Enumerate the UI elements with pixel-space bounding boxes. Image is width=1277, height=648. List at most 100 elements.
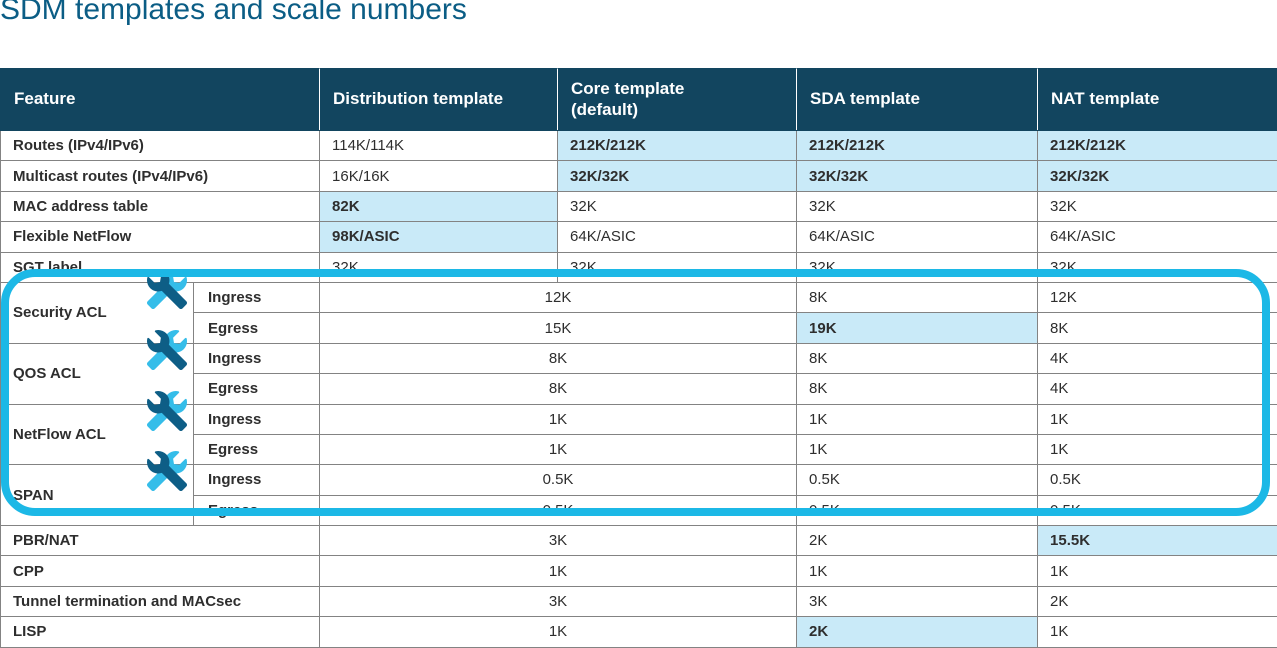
qos-acl-ingress-label: Ingress — [192, 342, 321, 375]
tunnel-distcore-cell: 3K — [319, 585, 798, 618]
mac-dist-cell: 82K — [319, 190, 559, 223]
table-row-multicast-routes: Multicast routes (IPv4/IPv6) 16K/16K 32K… — [0, 160, 1277, 192]
routes-dist-cell: 114K/114K — [319, 129, 559, 162]
qos-acl-ingress-sda-cell: 8K — [796, 342, 1039, 375]
span-ingress-distcore-cell: 0.5K — [319, 464, 798, 496]
sdm-scale-table: Feature Distribution template Core templ… — [0, 68, 1277, 648]
netflow-acl-egress-nat-cell: 1K — [1037, 433, 1277, 466]
table-row-tunnel-macsec: Tunnel termination and MACsec 3K 3K 2K — [0, 585, 1277, 618]
span-egress-sda-cell: 0.5K — [796, 494, 1039, 527]
span-egress-distcore-cell: 0.5K — [319, 494, 798, 527]
qos-acl-egress-distcore-cell: 8K — [319, 373, 798, 405]
routes-sda-cell: 212K/212K — [796, 129, 1039, 162]
span-ingress-label: Ingress — [192, 464, 321, 496]
netflow-acl-egress-label: Egress — [192, 433, 321, 466]
cpp-nat-cell: 1K — [1037, 555, 1277, 587]
cpp-distcore-cell: 1K — [319, 555, 798, 587]
pbr-sda-cell: 2K — [796, 525, 1039, 557]
netflow-acl-label: NetFlow ACL — [13, 425, 106, 443]
routes-nat-cell: 212K/212K — [1037, 129, 1277, 162]
qos-acl-egress-nat-cell: 4K — [1037, 373, 1277, 405]
security-acl-ingress-nat-cell: 12K — [1037, 281, 1277, 314]
mac-nat-cell: 32K — [1037, 190, 1277, 223]
lisp-distcore-cell: 1K — [319, 616, 798, 648]
security-acl-egress-label: Egress — [192, 312, 321, 344]
qos-acl-egress-sda-cell: 8K — [796, 373, 1039, 405]
netflow-acl-ingress-distcore-cell: 1K — [319, 403, 798, 435]
col-header-nat: NAT template — [1037, 68, 1277, 131]
col-header-distribution: Distribution template — [319, 68, 559, 131]
table-row-span-ingress: SPAN Ingress 0.5K 0.5K 0.5K — [0, 451, 1277, 527]
netflow-acl-ingress-nat-cell: 1K — [1037, 403, 1277, 435]
routes-feature-cell: Routes (IPv4/IPv6) — [0, 129, 321, 162]
lisp-feature-cell: LISP — [0, 616, 321, 648]
mac-feature-cell: MAC address table — [0, 190, 321, 223]
mac-core-cell: 32K — [557, 190, 798, 223]
fnf-feature-cell: Flexible NetFlow — [0, 221, 321, 253]
qos-acl-ingress-distcore-cell: 8K — [319, 342, 798, 375]
span-egress-nat-cell: 0.5K — [1037, 494, 1277, 527]
table-row-netflow-acl-egress: Egress 1K 1K 1K — [1, 433, 1277, 466]
qos-acl-egress-label: Egress — [192, 373, 321, 405]
pbr-distcore-cell: 3K — [319, 525, 798, 557]
security-acl-egress-sda-cell: 19K — [796, 312, 1039, 344]
qos-acl-ingress-nat-cell: 4K — [1037, 342, 1277, 375]
security-acl-ingress-distcore-cell: 12K — [319, 281, 798, 314]
fnf-core-cell: 64K/ASIC — [557, 221, 798, 253]
col-header-core-line1: Core template — [571, 79, 685, 99]
netflow-acl-ingress-label: Ingress — [192, 403, 321, 435]
security-acl-egress-nat-cell: 8K — [1037, 312, 1277, 344]
cpp-sda-cell: 1K — [796, 555, 1039, 587]
span-label: SPAN — [13, 486, 54, 504]
table-row-pbr-nat: PBR/NAT 3K 2K 15.5K — [0, 525, 1277, 557]
netflow-acl-egress-sda-cell: 1K — [796, 433, 1039, 466]
col-header-core-line2: (default) — [571, 99, 639, 119]
table-row-flexible-netflow: Flexible NetFlow 98K/ASIC 64K/ASIC 64K/A… — [0, 221, 1277, 253]
multicast-core-cell: 32K/32K — [557, 160, 798, 192]
fnf-nat-cell: 64K/ASIC — [1037, 221, 1277, 253]
security-acl-feature-cell: Security ACL — [0, 268, 194, 344]
table-row-mac-address-table: MAC address table 82K 32K 32K 32K — [0, 190, 1277, 223]
sgt-nat-cell: 32K — [1037, 251, 1277, 283]
security-acl-ingress-sda-cell: 8K — [796, 281, 1039, 314]
header-row: Feature Distribution template Core templ… — [0, 68, 1277, 131]
qos-acl-feature-cell: QOS ACL — [0, 329, 194, 405]
multicast-feature-cell: Multicast routes (IPv4/IPv6) — [0, 160, 321, 192]
pbr-nat-cell: 15.5K — [1037, 525, 1277, 557]
fnf-dist-cell: 98K/ASIC — [319, 221, 559, 253]
table-row-cpp: CPP 1K 1K 1K — [0, 555, 1277, 587]
mac-sda-cell: 32K — [796, 190, 1039, 223]
span-egress-label: Egress — [192, 494, 321, 527]
table-row-lisp: LISP 1K 2K 1K — [0, 616, 1277, 648]
routes-core-cell: 212K/212K — [557, 129, 798, 162]
multicast-dist-cell: 16K/16K — [319, 160, 559, 192]
security-acl-ingress-label: Ingress — [192, 281, 321, 314]
sgt-core-cell: 32K — [557, 251, 798, 283]
sgt-feature-cell: SGT label — [0, 251, 321, 283]
cpp-feature-cell: CPP — [0, 555, 321, 587]
table-row-routes: Routes (IPv4/IPv6) 114K/114K 212K/212K 2… — [0, 129, 1277, 162]
netflow-acl-ingress-sda-cell: 1K — [796, 403, 1039, 435]
tunnel-sda-cell: 3K — [796, 585, 1039, 618]
col-header-sda: SDA template — [796, 68, 1039, 131]
span-feature-cell: SPAN — [0, 451, 194, 527]
netflow-acl-feature-cell: NetFlow ACL — [0, 390, 194, 466]
table-row-sgt-label: SGT label 32K 32K 32K 32K — [0, 251, 1277, 283]
sgt-sda-cell: 32K — [796, 251, 1039, 283]
lisp-sda-cell: 2K — [796, 616, 1039, 648]
pbr-feature-cell: PBR/NAT — [0, 525, 321, 557]
qos-acl-label: QOS ACL — [13, 365, 81, 383]
tunnel-feature-cell: Tunnel termination and MACsec — [0, 585, 321, 618]
table-row-qos-acl-egress: Egress 8K 8K 4K — [1, 373, 1277, 405]
tunnel-nat-cell: 2K — [1037, 585, 1277, 618]
table-row-netflow-acl-ingress: NetFlow ACL Ingress 1K 1K 1K — [0, 390, 1277, 466]
security-acl-egress-distcore-cell: 15K — [319, 312, 798, 344]
multicast-nat-cell: 32K/32K — [1037, 160, 1277, 192]
col-header-feature: Feature — [0, 68, 321, 131]
span-ingress-nat-cell: 0.5K — [1037, 464, 1277, 496]
sgt-dist-cell: 32K — [319, 251, 559, 283]
table-row-qos-acl-ingress: QOS ACL Ingress 8K 8K 4K — [0, 329, 1277, 405]
security-acl-label: Security ACL — [13, 304, 107, 322]
multicast-sda-cell: 32K/32K — [796, 160, 1039, 192]
